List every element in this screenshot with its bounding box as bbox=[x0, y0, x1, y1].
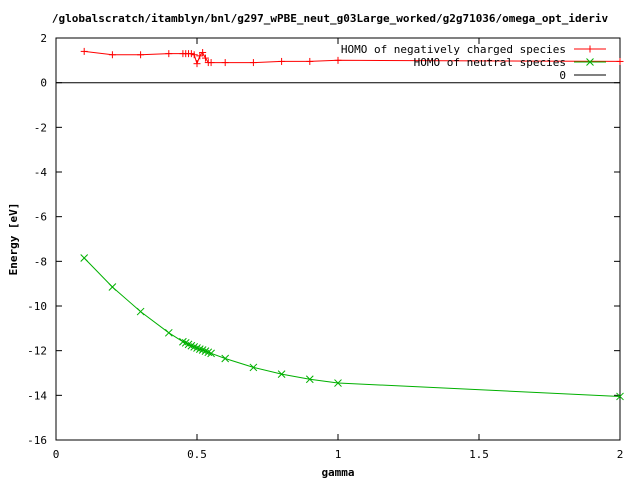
data-point bbox=[335, 57, 342, 64]
data-point bbox=[165, 50, 172, 57]
data-point bbox=[191, 343, 198, 350]
y-tick-label: 0 bbox=[40, 77, 47, 90]
data-point bbox=[250, 364, 257, 371]
chart-title: /globalscratch/itamblyn/bnl/g297_wPBE_ne… bbox=[52, 12, 609, 25]
series-line bbox=[84, 258, 620, 397]
legend-entry: HOMO of neutral species bbox=[414, 56, 606, 69]
series-1 bbox=[81, 254, 624, 399]
y-tick-label: -12 bbox=[27, 345, 47, 358]
data-point bbox=[137, 51, 144, 58]
y-axis-label: Energy [eV] bbox=[7, 203, 20, 276]
x-tick-label: 1 bbox=[335, 448, 342, 461]
x-tick-label: 1.5 bbox=[469, 448, 489, 461]
data-point bbox=[202, 348, 209, 355]
x-tick-label: 2 bbox=[617, 448, 624, 461]
x-axis-label: gamma bbox=[321, 466, 354, 479]
legend-entry: HOMO of negatively charged species bbox=[341, 43, 606, 56]
data-point bbox=[109, 51, 116, 58]
data-point bbox=[208, 350, 215, 357]
y-tick-label: 2 bbox=[40, 32, 47, 45]
legend-label: 0 bbox=[559, 69, 566, 82]
legend-label: HOMO of neutral species bbox=[414, 56, 566, 69]
data-point bbox=[194, 344, 201, 351]
y-tick-label: -2 bbox=[34, 121, 47, 134]
data-point bbox=[165, 329, 172, 336]
data-point bbox=[109, 284, 116, 291]
y-tick-label: -14 bbox=[27, 389, 47, 402]
data-point bbox=[205, 349, 212, 356]
plot-frame bbox=[56, 38, 620, 440]
data-point bbox=[81, 48, 88, 55]
data-point bbox=[137, 308, 144, 315]
data-point bbox=[278, 58, 285, 65]
legend-marker bbox=[587, 46, 594, 53]
x-tick-label: 0 bbox=[53, 448, 60, 461]
data-point bbox=[222, 59, 229, 66]
data-point bbox=[194, 60, 201, 67]
data-point bbox=[222, 355, 229, 362]
x-tick-label: 0.5 bbox=[187, 448, 207, 461]
y-tick-label: -8 bbox=[34, 255, 47, 268]
data-point bbox=[617, 58, 624, 65]
data-point bbox=[81, 254, 88, 261]
legend-entry: 0 bbox=[559, 69, 606, 82]
legend-label: HOMO of negatively charged species bbox=[341, 43, 566, 56]
y-tick-label: -16 bbox=[27, 434, 47, 447]
data-point bbox=[306, 58, 313, 65]
y-tick-label: -4 bbox=[34, 166, 48, 179]
y-tick-label: -6 bbox=[34, 211, 47, 224]
y-tick-label: -10 bbox=[27, 300, 47, 313]
data-point bbox=[250, 59, 257, 66]
